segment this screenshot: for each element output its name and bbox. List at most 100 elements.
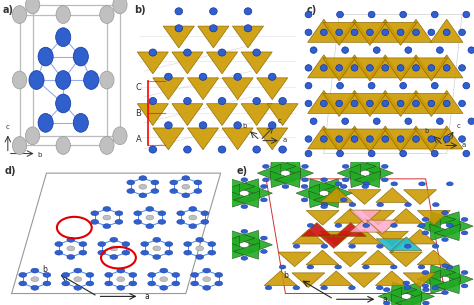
Polygon shape [348, 190, 381, 204]
Text: c: c [457, 123, 461, 129]
Circle shape [139, 184, 147, 189]
Text: a: a [283, 137, 287, 143]
Polygon shape [229, 179, 255, 195]
Circle shape [428, 136, 435, 142]
Circle shape [418, 265, 425, 269]
Circle shape [337, 11, 344, 18]
Polygon shape [450, 217, 473, 235]
Polygon shape [338, 19, 371, 42]
Circle shape [461, 271, 468, 274]
Polygon shape [338, 55, 371, 78]
Circle shape [412, 29, 419, 36]
Circle shape [31, 285, 39, 290]
Circle shape [342, 47, 348, 53]
Circle shape [463, 82, 470, 89]
Polygon shape [391, 237, 422, 251]
Circle shape [244, 8, 252, 15]
Polygon shape [429, 265, 456, 281]
Circle shape [55, 250, 63, 255]
Circle shape [151, 188, 159, 193]
Polygon shape [354, 129, 386, 152]
Circle shape [374, 47, 380, 53]
Circle shape [194, 188, 202, 193]
Circle shape [432, 203, 439, 207]
Circle shape [100, 71, 114, 89]
Polygon shape [362, 250, 394, 265]
Circle shape [241, 229, 248, 233]
Circle shape [115, 211, 123, 216]
Circle shape [307, 224, 314, 228]
Polygon shape [384, 93, 417, 117]
Circle shape [203, 285, 210, 290]
Polygon shape [376, 239, 408, 253]
Polygon shape [338, 126, 371, 149]
Polygon shape [354, 22, 386, 45]
Circle shape [336, 100, 343, 107]
Circle shape [321, 286, 328, 290]
Circle shape [182, 184, 190, 189]
Circle shape [400, 82, 407, 89]
Circle shape [340, 185, 347, 188]
Polygon shape [430, 19, 463, 42]
Polygon shape [400, 90, 432, 113]
Text: B: B [136, 109, 141, 118]
Polygon shape [384, 22, 417, 45]
Circle shape [320, 100, 327, 107]
Circle shape [320, 136, 327, 142]
Circle shape [55, 94, 71, 113]
Circle shape [103, 206, 111, 211]
Circle shape [293, 244, 300, 248]
Circle shape [351, 136, 358, 142]
Circle shape [342, 178, 349, 182]
Text: e): e) [237, 166, 248, 176]
Circle shape [182, 193, 190, 198]
Polygon shape [249, 184, 273, 202]
Circle shape [279, 146, 286, 153]
Polygon shape [434, 224, 460, 241]
Circle shape [201, 211, 209, 216]
Circle shape [221, 198, 228, 202]
Polygon shape [430, 126, 463, 149]
Circle shape [412, 136, 419, 142]
Circle shape [279, 98, 286, 105]
Polygon shape [370, 164, 393, 182]
Circle shape [405, 118, 412, 124]
Circle shape [146, 224, 154, 228]
Circle shape [301, 185, 308, 188]
Circle shape [215, 272, 223, 277]
Circle shape [404, 244, 411, 248]
Polygon shape [207, 104, 237, 126]
Circle shape [301, 178, 309, 182]
Circle shape [307, 265, 314, 269]
Polygon shape [296, 184, 319, 202]
Circle shape [263, 178, 269, 182]
Polygon shape [378, 287, 401, 305]
Circle shape [461, 231, 468, 235]
Circle shape [134, 219, 142, 224]
Polygon shape [306, 250, 339, 265]
Circle shape [443, 65, 450, 71]
Circle shape [368, 11, 375, 18]
Circle shape [62, 281, 70, 286]
Polygon shape [187, 128, 219, 150]
Text: a: a [382, 295, 387, 304]
Polygon shape [415, 58, 447, 81]
Circle shape [431, 150, 438, 157]
Polygon shape [355, 159, 381, 175]
Polygon shape [270, 171, 296, 188]
Circle shape [122, 242, 130, 246]
Circle shape [241, 178, 248, 182]
Circle shape [218, 49, 226, 56]
Circle shape [67, 246, 75, 251]
Circle shape [382, 29, 389, 36]
Polygon shape [450, 270, 473, 288]
Circle shape [151, 180, 159, 185]
Circle shape [422, 301, 429, 305]
Polygon shape [241, 52, 272, 74]
Circle shape [184, 242, 191, 246]
Circle shape [218, 98, 226, 105]
Circle shape [221, 185, 228, 188]
Circle shape [113, 127, 127, 145]
Circle shape [391, 224, 397, 228]
Circle shape [446, 224, 453, 228]
